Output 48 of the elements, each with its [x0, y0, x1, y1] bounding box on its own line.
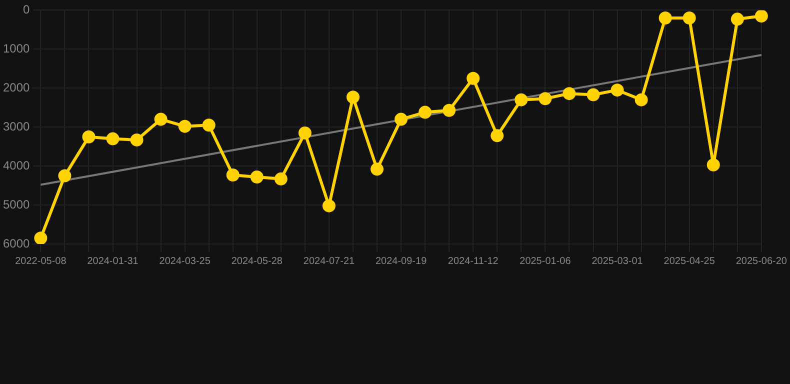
- x-tick-label: 2024-11-12: [448, 256, 499, 267]
- y-tick-label: 6000: [2, 236, 30, 250]
- x-tick-label: 2024-01-31: [87, 256, 139, 267]
- y-tick-label: 2000: [2, 80, 30, 94]
- point: [730, 12, 744, 26]
- point: [106, 132, 120, 146]
- point: [754, 10, 768, 23]
- point: [706, 158, 720, 172]
- point: [610, 84, 624, 97]
- x-tick-label: 2025-04-25: [664, 256, 716, 267]
- point: [634, 93, 648, 106]
- point: [346, 90, 360, 104]
- point: [154, 112, 168, 126]
- point: [226, 168, 240, 182]
- x-tick-label: 2024-05-28: [231, 256, 283, 267]
- point: [298, 126, 312, 140]
- y-tick-label: 5000: [2, 197, 30, 212]
- x-tick-label: 2025-03-01: [592, 256, 644, 267]
- point: [442, 104, 456, 117]
- point: [538, 92, 552, 106]
- point: [130, 133, 144, 146]
- y-tick-label: 1000: [2, 41, 30, 56]
- y-tick-label: 4000: [2, 158, 30, 172]
- point: [178, 120, 192, 133]
- point: [394, 112, 408, 126]
- point: [490, 129, 504, 142]
- point: [562, 87, 576, 100]
- point: [274, 172, 288, 186]
- y-tick-label: 0: [23, 2, 30, 17]
- point: [370, 162, 384, 176]
- x-tick-label: 2024-07-21: [303, 256, 355, 267]
- point: [418, 106, 432, 119]
- point: [202, 118, 216, 132]
- x-tick-label: 2024-09-19: [375, 256, 428, 267]
- point: [82, 130, 96, 144]
- point: [586, 88, 600, 102]
- x-tick-label: 2022-05-08: [15, 256, 67, 267]
- y-tick-label: 3000: [2, 119, 30, 134]
- x-tick-label: 2025-06-20: [736, 256, 788, 267]
- point: [682, 11, 696, 24]
- point: [58, 169, 72, 182]
- point: [322, 199, 336, 212]
- point: [466, 72, 480, 85]
- point: [658, 11, 672, 24]
- point: [250, 170, 264, 184]
- x-tick-label: 2024-03-25: [159, 256, 211, 267]
- x-tick-label: 2025-01-06: [520, 256, 572, 267]
- point: [514, 93, 528, 106]
